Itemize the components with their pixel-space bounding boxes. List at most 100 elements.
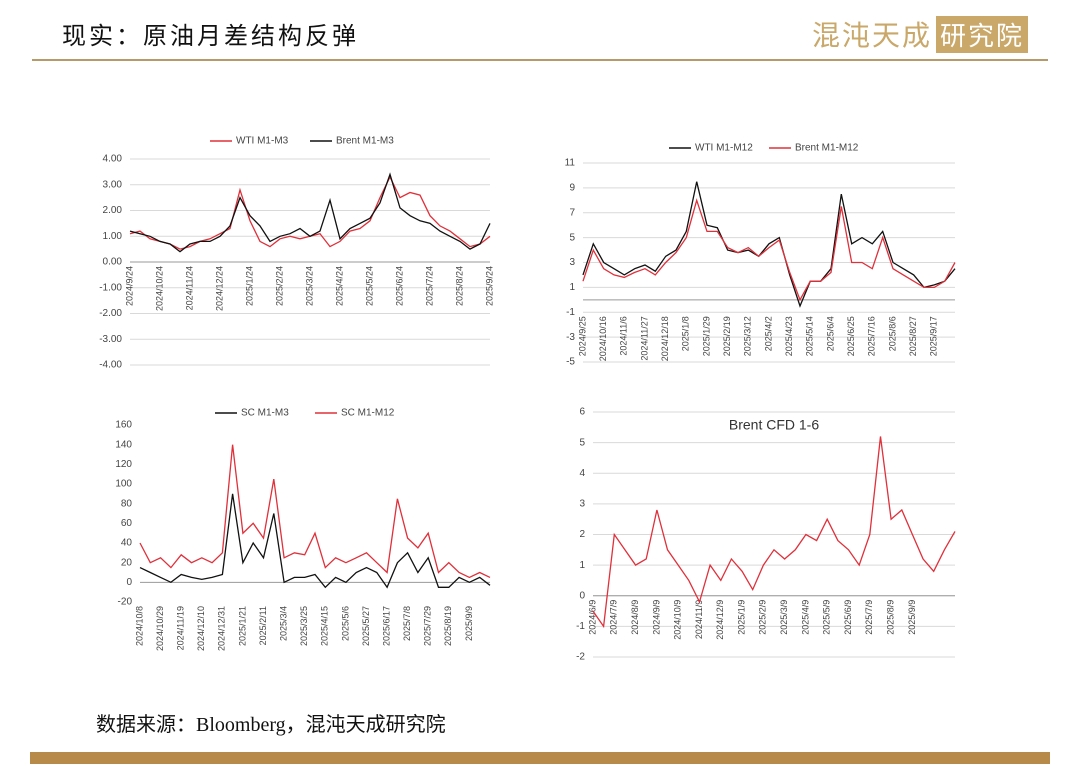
x-tick-label: 2024/11/24	[184, 266, 194, 310]
logo: 混沌天成 研究院	[812, 14, 1028, 54]
header-rule	[32, 59, 1048, 61]
x-tick-label: 2025/3/4	[278, 606, 288, 641]
y-tick-label: 7	[569, 207, 575, 218]
y-tick-label: 3.00	[103, 179, 123, 190]
y-tick-label: 20	[121, 557, 133, 568]
x-tick-label: 2025/2/11	[258, 606, 268, 645]
legend-label: Brent M1-M12	[795, 143, 859, 154]
y-tick-label: 3	[579, 499, 585, 510]
chart-title: Brent CFD 1-6	[729, 417, 819, 433]
x-tick-label: 2025/5/14	[805, 316, 815, 356]
x-tick-label: 2024/10/9	[673, 600, 683, 640]
x-tick-label: 2025/8/27	[908, 316, 918, 356]
x-tick-label: 2025/9/24	[484, 266, 494, 306]
x-tick-label: 2025/8/9	[885, 600, 895, 635]
legend-label: WTI M1-M3	[236, 136, 289, 147]
series-line	[582, 198, 956, 302]
y-tick-label: 40	[121, 538, 133, 549]
x-tick-label: 2024/8/9	[630, 600, 640, 635]
x-tick-label: 2024/12/9	[715, 600, 725, 640]
y-tick-label: -2	[576, 652, 585, 663]
x-tick-label: 2025/4/9	[800, 600, 810, 635]
legend-label: SC M1-M3	[241, 408, 289, 419]
x-tick-label: 2025/6/17	[381, 606, 391, 646]
series-line	[592, 436, 956, 629]
y-tick-label: 1	[569, 282, 575, 293]
x-tick-label: 2025/7/29	[423, 606, 433, 646]
x-tick-label: 2025/9/17	[929, 316, 939, 356]
y-tick-label: 120	[115, 459, 132, 470]
y-tick-label: 5	[579, 437, 585, 448]
x-tick-label: 2024/10/29	[155, 606, 165, 651]
x-tick-label: 2025/3/25	[299, 606, 309, 646]
x-tick-label: 2025/7/16	[867, 316, 877, 356]
x-tick-label: 2025/4/23	[784, 316, 794, 356]
x-tick-label: 2025/5/9	[822, 600, 832, 635]
x-tick-label: 2024/10/8	[134, 606, 144, 646]
x-tick-label: 2025/5/6	[340, 606, 350, 641]
x-tick-label: 2025/5/24	[364, 266, 374, 306]
footer-bar	[30, 752, 1050, 764]
x-tick-label: 2025/7/8	[402, 606, 412, 641]
series-line	[129, 172, 491, 253]
x-tick-label: 2024/11/9	[694, 600, 704, 639]
y-tick-label: 0	[126, 577, 132, 588]
x-tick-label: 2025/4/2	[763, 316, 773, 351]
y-tick-label: 160	[115, 420, 132, 431]
y-tick-label: 4	[579, 468, 585, 479]
x-tick-label: 2025/6/24	[394, 266, 404, 306]
x-tick-label: 2025/6/4	[825, 316, 835, 351]
y-tick-label: -2.00	[99, 308, 122, 319]
x-tick-label: 2025/1/8	[681, 316, 691, 351]
series-line	[582, 181, 956, 308]
logo-box: 研究院	[935, 15, 1028, 53]
y-tick-label: 2	[579, 529, 585, 540]
y-tick-label: -1	[566, 307, 575, 318]
x-tick-label: 2024/11/6	[619, 316, 629, 355]
y-tick-label: -5	[566, 357, 575, 368]
y-tick-label: 5	[569, 232, 575, 243]
y-tick-label: -1.00	[99, 282, 122, 293]
x-tick-label: 2024/10/16	[598, 316, 608, 361]
x-tick-label: 2025/1/24	[244, 266, 254, 306]
x-tick-label: 2024/6/9	[587, 600, 597, 635]
y-tick-label: 2.00	[103, 205, 123, 216]
y-tick-label: 6	[579, 407, 585, 418]
y-tick-label: 11	[565, 158, 576, 169]
x-tick-label: 2024/12/18	[660, 316, 670, 361]
x-tick-label: 2025/5/27	[361, 606, 371, 646]
y-tick-label: 3	[569, 257, 575, 268]
x-tick-label: 2024/7/9	[609, 600, 619, 635]
y-tick-label: 0	[579, 590, 585, 601]
y-tick-label: -20	[118, 597, 133, 608]
x-tick-label: 2025/9/9	[907, 600, 917, 635]
x-tick-label: 2025/8/6	[887, 316, 897, 351]
y-tick-label: -3.00	[99, 334, 122, 345]
y-tick-label: 80	[121, 498, 133, 509]
y-tick-label: 9	[569, 183, 575, 194]
series-line	[139, 444, 491, 579]
x-tick-label: 2025/2/19	[722, 316, 732, 356]
x-tick-label: 2025/4/15	[320, 606, 330, 646]
logo-text: 混沌天成	[811, 21, 932, 52]
slide-title: 现实：原油月差结构反弹	[62, 24, 359, 50]
series-line	[139, 493, 491, 589]
x-tick-label: 2025/8/24	[454, 266, 464, 306]
x-tick-label: 2024/12/31	[217, 606, 227, 651]
x-tick-label: 2025/7/9	[864, 600, 874, 635]
x-tick-label: 2025/7/24	[424, 266, 434, 306]
x-tick-label: 2025/4/24	[334, 266, 344, 306]
y-tick-label: -4.00	[99, 360, 122, 371]
source-note: 数据来源：Bloomberg，混沌天成研究院	[96, 714, 446, 736]
y-tick-label: 60	[121, 518, 133, 529]
y-tick-label: 1	[579, 560, 585, 571]
x-tick-label: 2025/2/9	[758, 600, 768, 635]
x-tick-label: 2025/1/29	[701, 316, 711, 356]
y-tick-label: 140	[115, 439, 132, 450]
y-tick-label: 0.00	[103, 257, 123, 268]
x-tick-label: 2024/9/25	[577, 316, 587, 356]
legend-label: SC M1-M12	[341, 408, 395, 419]
x-tick-label: 2024/12/24	[214, 266, 224, 311]
